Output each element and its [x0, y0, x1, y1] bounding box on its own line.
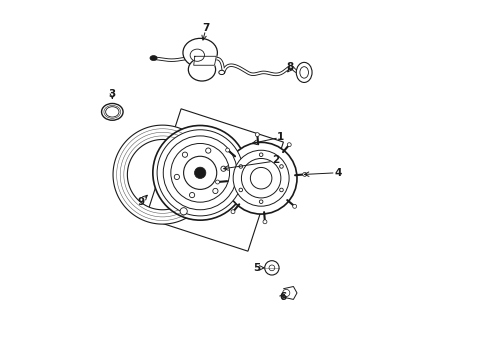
Ellipse shape — [300, 67, 309, 78]
Polygon shape — [113, 125, 203, 224]
Ellipse shape — [206, 148, 211, 153]
Ellipse shape — [250, 167, 272, 189]
Ellipse shape — [293, 204, 296, 208]
Ellipse shape — [225, 142, 297, 214]
Ellipse shape — [280, 188, 283, 192]
Text: 5: 5 — [253, 263, 261, 273]
Text: 2: 2 — [272, 155, 279, 165]
Ellipse shape — [163, 136, 237, 210]
Ellipse shape — [188, 58, 216, 81]
Ellipse shape — [255, 132, 259, 136]
Ellipse shape — [231, 210, 235, 214]
Ellipse shape — [259, 153, 263, 157]
Ellipse shape — [180, 208, 187, 215]
Ellipse shape — [226, 148, 230, 152]
Ellipse shape — [150, 55, 157, 60]
Ellipse shape — [239, 188, 243, 192]
Ellipse shape — [233, 150, 289, 206]
Ellipse shape — [182, 152, 188, 157]
Ellipse shape — [213, 188, 218, 194]
Ellipse shape — [239, 165, 243, 168]
Text: 3: 3 — [109, 89, 116, 99]
Ellipse shape — [296, 62, 312, 82]
Text: 6: 6 — [280, 292, 287, 302]
Ellipse shape — [157, 130, 243, 216]
Ellipse shape — [283, 289, 290, 297]
Ellipse shape — [174, 174, 179, 180]
Ellipse shape — [153, 126, 247, 220]
Ellipse shape — [190, 193, 195, 198]
Ellipse shape — [216, 180, 220, 184]
Ellipse shape — [184, 156, 217, 189]
Ellipse shape — [101, 103, 123, 120]
Polygon shape — [194, 56, 216, 65]
Ellipse shape — [269, 265, 275, 271]
Ellipse shape — [287, 143, 291, 147]
Ellipse shape — [280, 165, 283, 168]
Ellipse shape — [242, 158, 281, 198]
Text: 9: 9 — [137, 197, 145, 207]
Ellipse shape — [219, 70, 224, 75]
Ellipse shape — [171, 144, 229, 202]
Text: 4: 4 — [335, 168, 342, 178]
Ellipse shape — [265, 261, 279, 275]
Ellipse shape — [190, 49, 204, 61]
Ellipse shape — [183, 39, 218, 67]
Text: 7: 7 — [202, 23, 209, 33]
Ellipse shape — [221, 166, 226, 171]
Ellipse shape — [303, 172, 307, 176]
Ellipse shape — [195, 167, 206, 179]
Ellipse shape — [259, 200, 263, 203]
Text: 8: 8 — [286, 62, 294, 72]
Text: 1: 1 — [277, 132, 285, 142]
Ellipse shape — [263, 220, 267, 224]
Ellipse shape — [106, 107, 119, 117]
Polygon shape — [284, 287, 297, 300]
